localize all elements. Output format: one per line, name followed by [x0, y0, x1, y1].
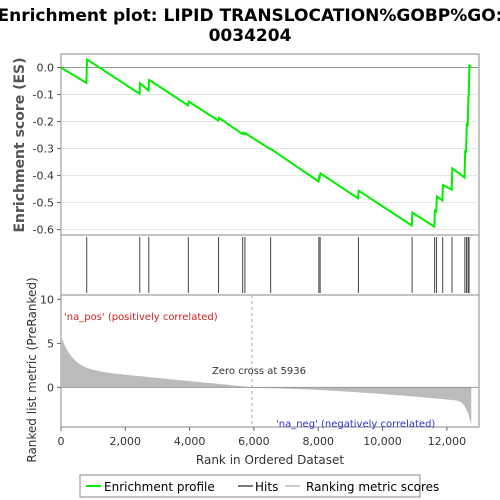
- x-tick-label: 6,000: [238, 435, 270, 448]
- x-axis-title: Rank in Ordered Dataset: [196, 453, 344, 467]
- x-tick-label: 8,000: [302, 435, 334, 448]
- enrichment-profile-line: [60, 57, 472, 229]
- x-tick-label: 12,000: [428, 435, 467, 448]
- metric-tick-label: 10: [40, 293, 54, 306]
- es-tick-label: -0.6: [33, 224, 54, 237]
- chart-title-line1: Enrichment plot: LIPID TRANSLOCATION%GOB…: [0, 6, 500, 26]
- legend-hits-label: Hits: [255, 480, 278, 494]
- pos-correlated-label: 'na_pos' (positively correlated): [64, 312, 218, 323]
- x-tick-label: 0: [58, 435, 65, 448]
- x-tick-label: 10,000: [363, 435, 402, 448]
- neg-correlated-label: 'na_neg' (negatively correlated): [276, 419, 435, 430]
- hits-panel: [60, 234, 480, 296]
- metric-tick-label: 0: [47, 381, 54, 394]
- x-tick-label: 2,000: [110, 435, 142, 448]
- zero-cross-label: Zero cross at 5936: [212, 366, 306, 377]
- es-axis-title: Enrichment score (ES): [12, 57, 28, 232]
- legend-enrichment-label: Enrichment profile: [104, 480, 215, 494]
- es-panel: [60, 53, 480, 236]
- es-tick-label: -0.1: [33, 89, 54, 102]
- x-tick-label: 4,000: [174, 435, 206, 448]
- chart-title-line2: 0034204: [209, 26, 292, 46]
- legend-metric-label: Ranking metric scores: [306, 480, 439, 494]
- metric-panel: [60, 294, 480, 428]
- metric-axis-title: Ranked list metric (PreRanked): [25, 277, 39, 462]
- ranking-metric-area: [61, 335, 472, 425]
- es-tick-label: -0.3: [33, 143, 54, 156]
- es-tick-label: -0.5: [33, 197, 54, 210]
- es-tick-label: 0.0: [37, 62, 55, 75]
- es-tick-label: -0.4: [33, 170, 54, 183]
- metric-tick-label: 5: [47, 337, 54, 350]
- legend: Enrichment profile Hits Ranking metric s…: [79, 474, 439, 498]
- es-tick-label: -0.2: [33, 116, 54, 129]
